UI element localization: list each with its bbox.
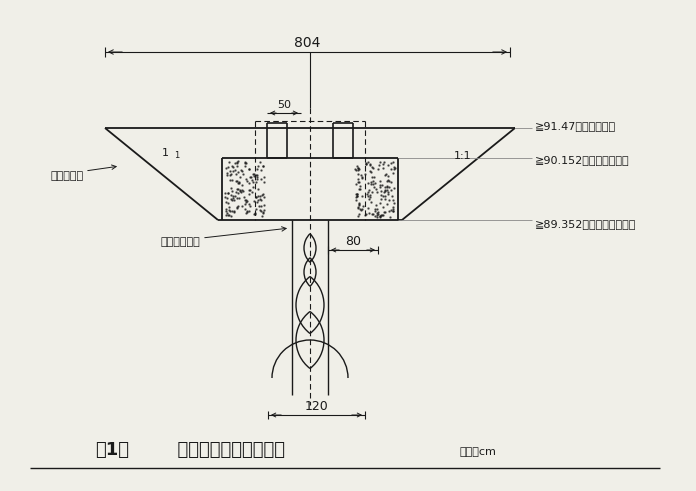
Text: 1:1: 1:1 xyxy=(454,151,472,161)
Text: 单位：cm: 单位：cm xyxy=(460,447,497,457)
Text: 804: 804 xyxy=(294,36,321,50)
Text: 80: 80 xyxy=(345,235,361,247)
Text: ≧90.152（系梁底高程）: ≧90.152（系梁底高程） xyxy=(535,155,630,165)
Text: 副桥桥墩桩开挖副面图: 副桥桥墩桩开挖副面图 xyxy=(140,441,285,459)
Text: 开挖边坡线: 开挖边坡线 xyxy=(50,171,84,181)
Text: 1: 1 xyxy=(174,152,180,161)
Text: 50: 50 xyxy=(277,100,291,110)
Text: 图1：: 图1： xyxy=(95,441,129,459)
Text: 1: 1 xyxy=(161,148,168,158)
Text: ≧89.352（开挖后底高程）: ≧89.352（开挖后底高程） xyxy=(535,219,636,229)
Text: 静力压桩平台: 静力压桩平台 xyxy=(160,237,200,247)
Text: 120: 120 xyxy=(305,400,329,412)
Text: ≧91.47（沟底高程）: ≧91.47（沟底高程） xyxy=(535,121,616,131)
